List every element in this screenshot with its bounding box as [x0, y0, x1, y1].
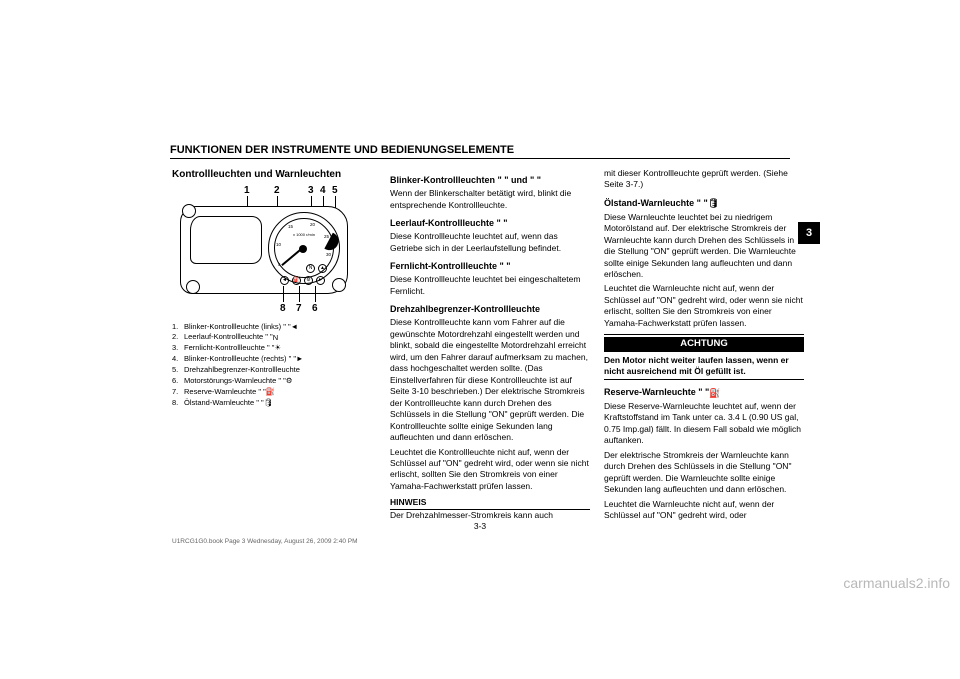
hinweis-box: HINWEIS Der Drehzahlmesser-Stromkreis ka…	[390, 497, 590, 521]
col2-sub3-title: Fernlicht-Kontrollleuchte " "	[390, 260, 590, 272]
legend-text: Reserve-Warnleuchte " "⛽	[184, 387, 372, 397]
legend-num: 6.	[172, 376, 184, 386]
legend-item: 5. Drehzahlbegrenzer-Kontrollleuchte	[172, 365, 372, 375]
callout-bottom-6: 6	[312, 302, 318, 316]
hinweis-label: HINWEIS	[390, 497, 590, 509]
tacho-tick: 30	[326, 252, 331, 258]
legend: 1. Blinker-Kontrollleuchte (links) " "◄ …	[172, 322, 372, 408]
lcd-area	[190, 216, 262, 264]
col2-sub4-title: Drehzahlbegrenzer-Kontrollleuchte	[390, 303, 590, 315]
tachometer: x 1000 r/min 5 10 15 20 25 30	[268, 212, 340, 284]
ref-code: U1RCG1G0.book Page 3 Wednesday, August 2…	[172, 538, 358, 545]
legend-num: 2.	[172, 332, 184, 342]
legend-text: Fernlicht-Kontrollleuchte " "☀	[184, 343, 372, 353]
legend-text: Motorstörungs-Warnleuchte " "⚙	[184, 376, 372, 386]
led-row-top: N ▲	[306, 264, 327, 273]
led-icon: ►	[316, 276, 325, 285]
legend-item: 8. Ölstand-Warnleuchte " "🛢	[172, 398, 372, 408]
col3-sub1-title: Ölstand-Warnleuchte " "🛢	[604, 197, 804, 210]
tacho-label: x 1000 r/min	[268, 232, 340, 237]
legend-item: 6. Motorstörungs-Warnleuchte " "⚙	[172, 376, 372, 386]
arrow-right-icon: ►	[296, 354, 303, 364]
legend-item: 2. Leerlauf-Kontrollleuchte " "N	[172, 332, 372, 342]
achtung-text: Den Motor nicht weiter laufen lassen, we…	[604, 355, 804, 377]
callout-bottom-7: 7	[296, 302, 302, 316]
col2-sub3-text: Diese Kontrollleuchte leuchtet bei einge…	[390, 274, 590, 297]
col2-sub2-text: Diese Kontrollleuchte leuchtet auf, wenn…	[390, 231, 590, 254]
legend-item: 7. Reserve-Warnleuchte " "⛽	[172, 387, 372, 397]
col1-heading: Kontrollleuchten und Warnleuchten	[172, 168, 372, 182]
legend-text: Blinker-Kontrollleuchte (links) " "◄	[184, 322, 372, 332]
page-container: FUNKTIONEN DER INSTRUMENTE UND BEDIENUNG…	[0, 0, 960, 679]
legend-text: Blinker-Kontrollleuchte (rechts) " "►	[184, 354, 372, 364]
mount-hole	[186, 280, 200, 294]
legend-text: Ölstand-Warnleuchte " "🛢	[184, 398, 372, 408]
legend-num: 5.	[172, 365, 184, 375]
legend-text: Drehzahlbegrenzer-Kontrollleuchte	[184, 365, 372, 375]
led-icon: ◄	[280, 276, 289, 285]
tacho-tick: 25	[324, 234, 329, 240]
col3-sub2-text2: Der elektrische Stromkreis der Warnleuch…	[604, 450, 804, 496]
neutral-icon: N	[273, 333, 278, 343]
fuel-icon: ⛽	[709, 387, 720, 399]
col3-sub2-text3: Leuchtet die Warnleuchte nicht auf, wenn…	[604, 499, 804, 522]
tacho-tick: 5	[278, 262, 281, 268]
highbeam-icon: ☀	[274, 343, 281, 353]
engine-icon: ⚙	[286, 376, 293, 386]
legend-item: 4. Blinker-Kontrollleuchte (rechts) " "►	[172, 354, 372, 364]
led-icon: ▲	[318, 264, 327, 273]
legend-num: 3.	[172, 343, 184, 353]
legend-num: 4.	[172, 354, 184, 364]
cluster-outline: x 1000 r/min 5 10 15 20 25 30 N ▲ ◄ ⛽	[180, 198, 350, 298]
col2-sub1-text: Wenn der Blinkerschalter betätigt wird, …	[390, 188, 590, 211]
oil-icon: 🛢	[708, 197, 719, 209]
callout-bottom-8: 8	[280, 302, 286, 316]
oil-icon: 🛢	[264, 398, 274, 408]
col3-sub1-text2: Leuchtet die Warnleuchte nicht auf, wenn…	[604, 283, 804, 329]
tacho-tick: 15	[288, 224, 293, 230]
col3-sub2-title: Reserve-Warnleuchte " "⛽	[604, 386, 804, 399]
tacho-hub	[299, 245, 307, 253]
column-1: Kontrollleuchten und Warnleuchten 1 2 3 …	[172, 168, 372, 408]
achtung-box: ACHTUNG Den Motor nicht weiter laufen la…	[604, 334, 804, 380]
callout-line	[299, 286, 300, 302]
column-2: Blinker-Kontrollleuchten " " und " " Wen…	[390, 168, 590, 525]
led-icon: ⚙	[304, 276, 313, 285]
legend-item: 3. Fernlicht-Kontrollleuchte " "☀	[172, 343, 372, 353]
col3-sub2-text: Diese Reserve-Warnleuchte leuchtet auf, …	[604, 401, 804, 447]
section-title: FUNKTIONEN DER INSTRUMENTE UND BEDIENUNG…	[170, 144, 790, 156]
col2-sub4-text2: Leuchtet die Kontrollleuchte nicht auf, …	[390, 447, 590, 493]
col3-sub1-text: Diese Warnleuchte leuchtet bei zu niedri…	[604, 212, 804, 281]
legend-num: 7.	[172, 387, 184, 397]
hinweis-text: Der Drehzahlmesser-Stromkreis kann auch	[390, 510, 590, 521]
legend-item: 1. Blinker-Kontrollleuchte (links) " "◄	[172, 322, 372, 332]
legend-num: 1.	[172, 322, 184, 332]
fuel-icon: ⛽	[266, 387, 275, 397]
tacho-tick: 10	[276, 242, 281, 248]
col2-sub1-title: Blinker-Kontrollleuchten " " und " "	[390, 174, 590, 186]
callout-line	[283, 286, 284, 302]
column-3: mit dieser Kontrollleuchte geprüft werde…	[604, 168, 804, 525]
page-number: 3-3	[0, 521, 960, 531]
instrument-diagram: 1 2 3 4 5 x 1000 r/min	[172, 186, 357, 316]
led-icon: N	[306, 264, 315, 273]
led-row-bottom: ◄ ⛽ ⚙ ►	[280, 276, 325, 285]
col2-sub4-text: Diese Kontrollleuchte kann vom Fahrer au…	[390, 317, 590, 443]
section-header: FUNKTIONEN DER INSTRUMENTE UND BEDIENUNG…	[170, 144, 790, 159]
legend-num: 8.	[172, 398, 184, 408]
mount-hole	[182, 204, 196, 218]
legend-text: Leerlauf-Kontrollleuchte " "N	[184, 332, 372, 342]
led-icon: ⛽	[292, 276, 301, 285]
col3-top-text: mit dieser Kontrollleuchte geprüft werde…	[604, 168, 804, 191]
col2-sub2-title: Leerlauf-Kontrollleuchte " "	[390, 217, 590, 229]
tacho-tick: 20	[310, 222, 315, 228]
callout-line	[315, 286, 316, 302]
arrow-left-icon: ◄	[291, 322, 298, 332]
watermark: carmanuals2.info	[843, 575, 950, 591]
achtung-label: ACHTUNG	[604, 337, 804, 352]
